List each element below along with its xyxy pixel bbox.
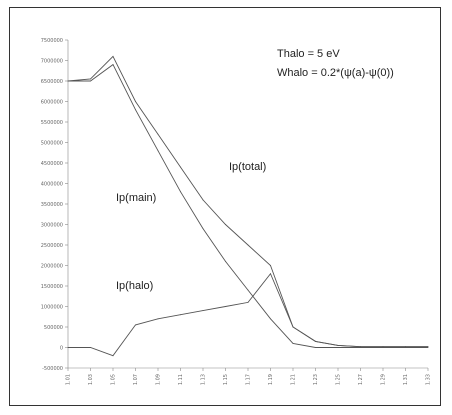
- data-point-ip-main: [337, 347, 339, 348]
- x-tick-label: 1.31: [403, 374, 409, 385]
- x-tick-label: 1.11: [178, 374, 184, 385]
- data-point-ip-halo: [427, 346, 429, 348]
- y-tick-label: 3000000: [41, 222, 63, 228]
- data-point-ip-halo: [225, 306, 226, 307]
- series-label-halo: Ip(halo): [116, 280, 153, 292]
- x-tick-label: 1.17: [246, 374, 252, 385]
- y-tick-label: -500000: [42, 366, 63, 372]
- data-point-ip-halo: [247, 301, 249, 303]
- y-tick-label: 2500000: [41, 243, 63, 249]
- data-point-ip-main: [202, 228, 204, 230]
- y-tick-label: 2000000: [41, 263, 63, 269]
- annotation-thalo: Thalo = 5 eV: [277, 48, 340, 60]
- y-tick-label: 7000000: [41, 58, 63, 64]
- annotation-whalo: Whalo = 0.2*(ψ(a)-ψ(0)): [277, 67, 394, 79]
- data-point-ip-main: [135, 109, 136, 111]
- series-group: [67, 55, 429, 357]
- x-tick-label: 1.29: [381, 374, 387, 385]
- data-point-ip-halo: [360, 346, 361, 348]
- data-point-ip-total: [135, 101, 136, 102]
- data-point-ip-total: [180, 166, 181, 168]
- chart-frame: [9, 7, 441, 406]
- series-label-main: Ip(main): [116, 192, 156, 204]
- x-tick-label: 1.15: [223, 374, 229, 385]
- data-point-ip-total: [112, 55, 114, 57]
- x-tick-label: 1.23: [313, 374, 319, 385]
- data-point-ip-main: [270, 318, 271, 320]
- data-point-ip-main: [427, 347, 429, 348]
- x-tick-label: 1.33: [426, 374, 432, 385]
- y-tick-label: 6500000: [41, 79, 63, 85]
- data-point-ip-main: [247, 289, 249, 291]
- data-point-ip-halo: [337, 345, 339, 346]
- x-tick-group: 1.01 1.03 1.05 1.07 1.09 1.11 1.13 1.15 1.17 1.19…: [66, 368, 432, 385]
- data-point-ip-halo: [67, 347, 69, 348]
- data-point-ip-total: [225, 224, 226, 225]
- y-tick-label: 3500000: [41, 202, 63, 208]
- x-tick-label: 1.03: [88, 374, 94, 385]
- x-tick-label: 1.05: [111, 374, 117, 385]
- y-tick-label: 4000000: [41, 181, 63, 187]
- y-tick-label: 5000000: [41, 140, 63, 146]
- y-tick-label: 5500000: [41, 120, 63, 126]
- x-tick-label: 1.25: [336, 374, 342, 385]
- data-point-ip-halo: [202, 310, 204, 312]
- data-point-ip-halo: [112, 355, 114, 357]
- y-tick-label: 4500000: [41, 161, 63, 167]
- data-point-ip-main: [292, 342, 294, 344]
- data-point-ip-halo: [135, 324, 136, 326]
- x-tick-label: 1.09: [156, 374, 162, 385]
- data-point-ip-total: [157, 133, 159, 135]
- data-point-ip-total: [67, 80, 69, 82]
- y-tick-label: 500000: [44, 325, 63, 331]
- axes: [67, 40, 428, 369]
- y-tick-label: 6000000: [41, 99, 63, 105]
- data-point-ip-halo: [405, 346, 406, 348]
- data-point-ip-halo: [157, 318, 159, 320]
- x-tick-label: 1.13: [201, 374, 207, 385]
- data-point-ip-total: [270, 265, 271, 266]
- data-point-ip-main: [180, 191, 181, 193]
- data-point-ip-halo: [382, 346, 384, 348]
- data-point-ip-main: [360, 347, 361, 348]
- y-tick-group: -500000 0 500000 1000000 1500000 2000000 25000…: [41, 38, 68, 372]
- data-point-ip-halo: [292, 326, 294, 328]
- data-point-ip-total: [247, 244, 249, 246]
- y-tick-label: 1500000: [41, 284, 63, 290]
- y-tick-label: 7500000: [41, 38, 63, 44]
- y-tick-label: 1000000: [41, 304, 63, 310]
- data-point-ip-main: [112, 64, 114, 66]
- data-point-ip-halo: [315, 340, 316, 342]
- data-point-ip-halo: [270, 273, 271, 275]
- series-label-total: Ip(total): [229, 161, 266, 173]
- data-point-ip-main: [405, 347, 406, 348]
- data-point-ip-main: [157, 150, 159, 152]
- x-tick-label: 1.19: [268, 374, 274, 385]
- y-tick-label: 0: [60, 345, 63, 351]
- data-point-ip-total: [90, 78, 91, 80]
- data-point-ip-main: [382, 347, 384, 348]
- data-point-ip-halo: [90, 347, 91, 348]
- data-point-ip-total: [202, 199, 204, 201]
- series-line-ip-main: [68, 63, 428, 348]
- data-point-ip-main: [315, 347, 316, 348]
- x-tick-label: 1.21: [291, 374, 297, 385]
- x-tick-label: 1.01: [66, 374, 72, 385]
- data-point-ip-main: [90, 80, 91, 82]
- x-tick-label: 1.07: [133, 374, 139, 385]
- data-point-ip-halo: [180, 314, 181, 316]
- x-tick-label: 1.27: [358, 374, 364, 385]
- data-point-ip-main: [225, 260, 226, 262]
